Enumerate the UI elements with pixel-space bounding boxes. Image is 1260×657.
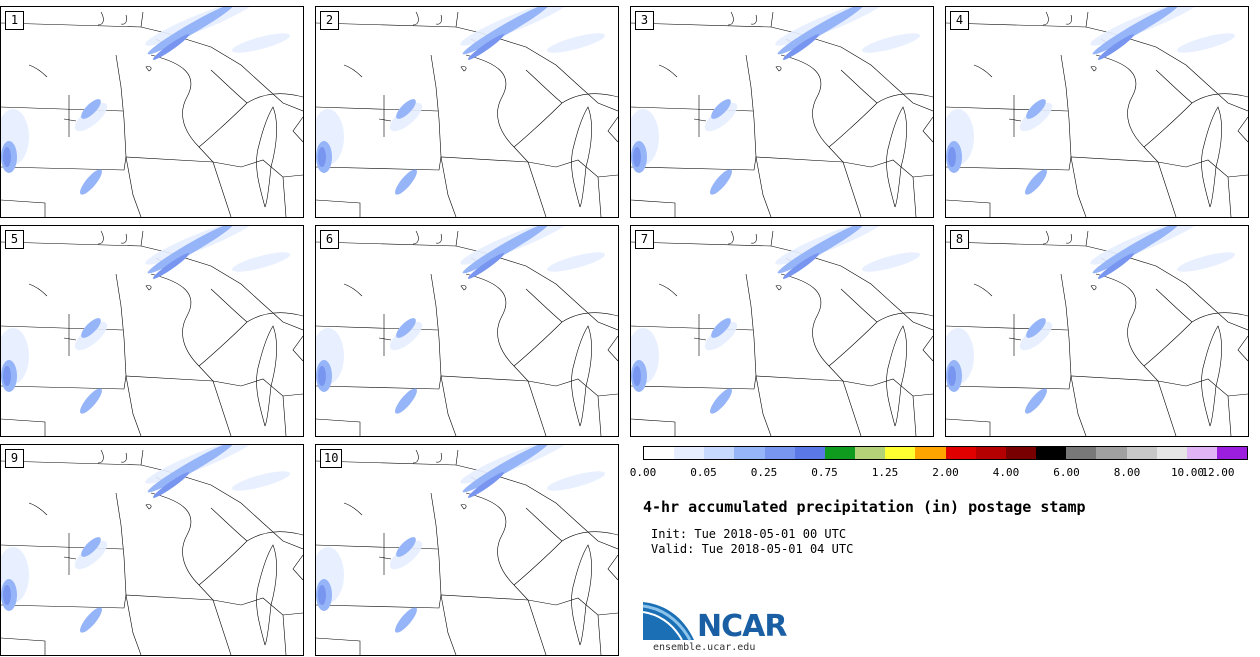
colorbar-segment — [764, 447, 795, 459]
colorbar-segment — [915, 447, 946, 459]
ensemble-member-panel: 8 — [945, 225, 1249, 437]
ensemble-member-panel: 9 — [0, 444, 304, 656]
colorbar-segment — [855, 447, 886, 459]
member-number-label: 7 — [635, 230, 654, 249]
valid-time: Valid: Tue 2018-05-01 04 UTC — [651, 542, 854, 556]
init-time: Init: Tue 2018-05-01 00 UTC — [651, 527, 847, 541]
precip-map — [1, 226, 303, 436]
member-number-label: 4 — [950, 11, 969, 30]
colorbar-tick-label: 2.00 — [932, 466, 959, 479]
precip-map — [631, 7, 933, 217]
precip-map — [316, 226, 618, 436]
colorbar-segment — [885, 447, 916, 459]
colorbar-tick-label: 8.00 — [1113, 466, 1141, 479]
precip-colorbar — [643, 446, 1248, 460]
colorbar-segment — [1186, 447, 1217, 459]
colorbar-tick-label: 1.25 — [871, 466, 899, 479]
ensemble-member-panel: 10 — [315, 444, 619, 656]
colorbar-segment — [1005, 447, 1037, 459]
member-number-label: 5 — [5, 230, 24, 249]
member-number-label: 1 — [5, 11, 24, 30]
ensemble-member-panel: 2 — [315, 6, 619, 218]
colorbar-tick-label: 0.75 — [811, 466, 838, 479]
member-number-label: 10 — [320, 449, 343, 468]
colorbar-tick-label: 12.00 — [1201, 466, 1235, 479]
colorbar-tick-label: 0.00 — [629, 466, 657, 479]
precip-map — [316, 445, 618, 655]
member-number-label: 8 — [950, 230, 969, 249]
colorbar-tick-label: 6.00 — [1053, 466, 1080, 479]
plot-title: 4-hr accumulated precipitation (in) post… — [643, 498, 1086, 516]
member-number-label: 3 — [635, 11, 654, 30]
colorbar-segment — [1096, 447, 1127, 459]
colorbar-tick-label: 4.00 — [992, 466, 1020, 479]
member-number-label: 2 — [320, 11, 339, 30]
precip-map — [946, 7, 1248, 217]
ncar-logo-text: NCAR — [697, 609, 787, 644]
colorbar-segment — [945, 447, 976, 459]
ensemble-member-panel: 3 — [630, 6, 934, 218]
colorbar-tick-label: 0.05 — [690, 466, 717, 479]
colorbar-segment — [824, 447, 856, 459]
website-url[interactable]: ensemble.ucar.edu — [653, 642, 756, 653]
precip-map — [631, 226, 933, 436]
colorbar-segment — [644, 447, 675, 459]
colorbar-segment — [734, 447, 765, 459]
ensemble-member-panel: 4 — [945, 6, 1249, 218]
ncar-logo-icon — [642, 602, 694, 641]
precip-map — [1, 7, 303, 217]
colorbar-segment — [1216, 447, 1248, 459]
colorbar-segment — [1036, 447, 1067, 459]
colorbar-segment — [1126, 447, 1157, 459]
colorbar-segment — [975, 447, 1006, 459]
colorbar-segment — [704, 447, 735, 459]
colorbar-segment — [1156, 447, 1187, 459]
precip-map — [316, 7, 618, 217]
precip-map — [946, 226, 1248, 436]
member-number-label: 9 — [5, 449, 24, 468]
ensemble-member-panel: 6 — [315, 225, 619, 437]
colorbar-tick-label: 0.25 — [750, 466, 778, 479]
ensemble-member-panel: 5 — [0, 225, 304, 437]
colorbar-tick-label: 10.00 — [1170, 466, 1205, 479]
colorbar-segment — [794, 447, 825, 459]
colorbar-segment — [1066, 447, 1097, 459]
ensemble-member-panel: 7 — [630, 225, 934, 437]
member-number-label: 6 — [320, 230, 339, 249]
precip-map — [1, 445, 303, 655]
ensemble-member-panel: 1 — [0, 6, 304, 218]
colorbar-segment — [674, 447, 705, 459]
